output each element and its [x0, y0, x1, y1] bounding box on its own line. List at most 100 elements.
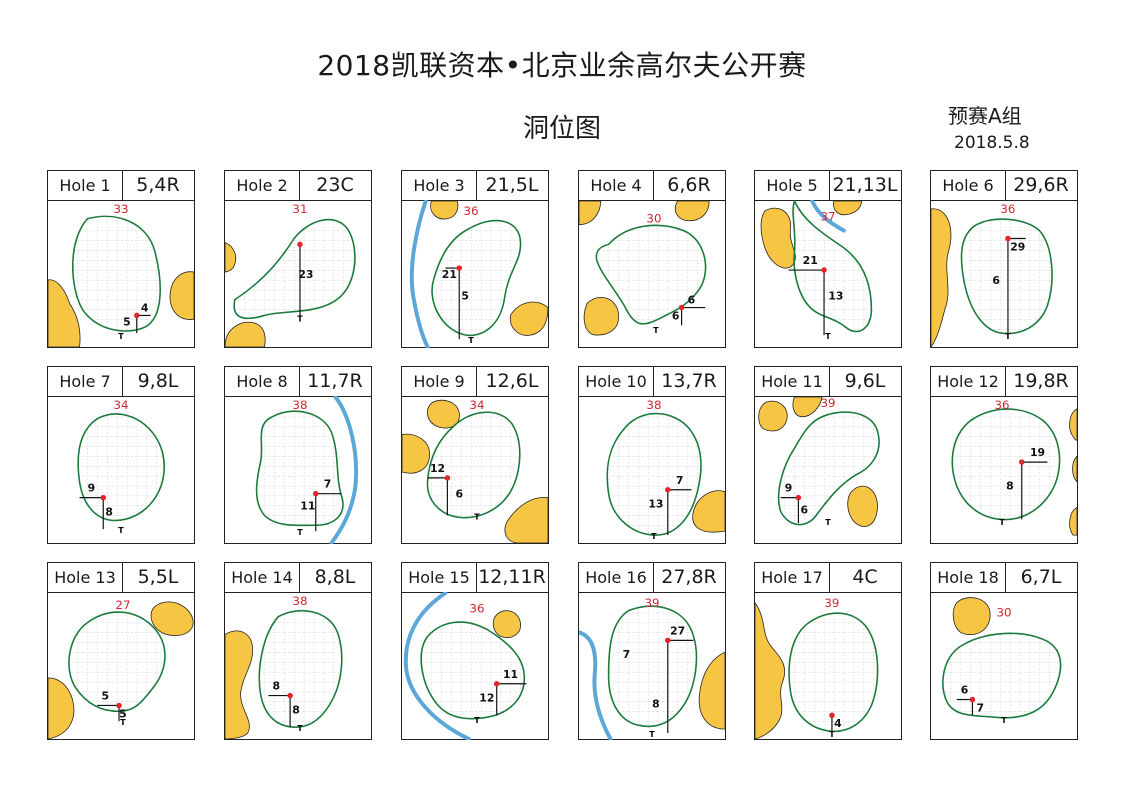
pin-distance: 6 — [992, 274, 1000, 287]
putting-green — [788, 612, 879, 733]
green-depth: 36 — [464, 204, 479, 218]
hole-header: Hole 8 11,7R — [225, 367, 371, 397]
pin-position: 29,6R — [1013, 174, 1069, 196]
putting-green — [606, 412, 702, 536]
tee-marker: T — [297, 314, 303, 323]
hole-header: Hole 6 29,6R — [931, 171, 1077, 201]
green-depth: 33 — [113, 202, 128, 216]
pin-distance: 23 — [298, 268, 313, 281]
green-diagram: T 38 13 7 — [606, 398, 725, 541]
tee-marker: T — [468, 336, 474, 345]
pin-distance: 27 — [670, 624, 685, 637]
hole-card: Hole 11 9,6L T 39 9 6 — [754, 366, 902, 544]
hole-card: Hole 6 29,6R T 36 29 6 — [930, 170, 1078, 348]
pin-distance: 8 — [1006, 480, 1014, 493]
tee-marker: T — [999, 518, 1005, 527]
hole-card: Hole 13 5,5L T 27 5 5 — [47, 562, 195, 740]
green-depth: 27 — [115, 598, 130, 612]
tee-marker: T — [474, 512, 480, 521]
hole-card: Hole 4 6,6R T 30 6 6 — [578, 170, 726, 348]
pin-distance: 5 — [461, 290, 469, 303]
tee-marker: T — [297, 724, 303, 733]
hole-header: Hole 1 5,4R — [48, 171, 194, 201]
bunker — [952, 597, 991, 636]
pin-distance: 8 — [292, 703, 300, 716]
hole-card: Hole 1 5,4R T 33 5 4 — [47, 170, 195, 348]
green-depth: 30 — [646, 212, 661, 226]
pin-distance: 8 — [273, 680, 281, 693]
pin-distance: 21 — [442, 268, 457, 281]
hole-header: Hole 7 9,8L — [48, 367, 194, 397]
pin-distance: 7 — [623, 648, 631, 661]
putting-green — [792, 200, 873, 333]
green-depth: 36 — [469, 602, 484, 616]
green-diagram: T 34 98 — [77, 398, 165, 535]
pin-marker — [665, 637, 671, 644]
green-diagram: T 36 29 6 — [931, 202, 1053, 348]
pin-marker — [312, 490, 319, 497]
green-diagram: T 36 12 11 — [403, 592, 527, 740]
date-label: 2018.5.8 — [954, 133, 1030, 153]
water-hazard — [329, 396, 358, 544]
putting-green — [233, 218, 356, 320]
hole-number: Hole 12 — [931, 367, 1006, 396]
tee-marker: T — [829, 730, 835, 739]
pin-marker — [287, 692, 293, 699]
pin-marker — [456, 265, 462, 271]
hole-header: Hole 2 23C — [225, 171, 371, 201]
green-depth: 36 — [1000, 202, 1015, 216]
pin-marker — [116, 702, 122, 709]
hole-header: Hole 17 4C — [755, 563, 901, 593]
water-hazard — [409, 200, 430, 348]
pin-marker — [969, 696, 976, 703]
tee-marker: T — [825, 332, 831, 341]
bunker — [833, 200, 862, 216]
hole-number: Hole 9 — [402, 367, 477, 396]
putting-green — [420, 621, 526, 720]
green-depth: 36 — [994, 398, 1009, 412]
hole-card: Hole 3 21,5L T 36 21 5 — [401, 170, 549, 348]
pin-distance: 9 — [785, 482, 793, 495]
bunker — [48, 677, 75, 740]
pin-distance: 29 — [1010, 240, 1025, 253]
pin-distance: 8 — [105, 505, 113, 518]
green-depth: 30 — [996, 606, 1011, 620]
hole-number: Hole 4 — [579, 171, 654, 200]
hole-header: Hole 14 8,8L — [225, 563, 371, 593]
green-diagram: T 30 67 — [942, 597, 1062, 725]
pin-marker — [100, 494, 107, 501]
bunker — [760, 207, 796, 269]
green-depth: 31 — [292, 202, 307, 216]
bunker — [579, 200, 602, 226]
pin-distance: 12 — [479, 692, 494, 705]
hole-header: Hole 15 12,11R — [402, 563, 548, 593]
hole-number: Hole 18 — [931, 563, 1006, 592]
pin-position: 9,8L — [137, 370, 179, 392]
green-depth: 39 — [824, 596, 839, 610]
putting-green — [258, 609, 343, 728]
water-hazard — [403, 592, 472, 740]
pin-marker — [1018, 459, 1025, 465]
hole-number: Hole 14 — [225, 563, 300, 592]
hole-card: Hole 12 19,8R T 36 19 8 — [930, 366, 1078, 544]
bunker — [698, 651, 725, 730]
putting-green — [431, 219, 522, 337]
putting-green — [951, 408, 1061, 521]
putting-green — [607, 605, 698, 728]
pin-position: 6,6R — [667, 174, 711, 196]
tee-marker: T — [120, 718, 126, 727]
hole-card: Hole 18 6,7L T 30 6 7 — [930, 562, 1078, 740]
bunker — [150, 601, 194, 636]
pin-position: 8,8L — [314, 566, 356, 588]
green-diagram: T 36 19 8 — [951, 398, 1077, 536]
pin-distance: 8 — [652, 697, 660, 710]
hole-header: Hole 11 9,6L — [755, 367, 901, 397]
bunker — [792, 396, 823, 418]
bunker — [847, 485, 878, 527]
pin-distance: 6 — [961, 684, 969, 697]
pin-distance: 7 — [977, 701, 985, 714]
putting-green — [777, 411, 880, 526]
green-diagram: T 38 11 7 — [255, 396, 358, 544]
tee-marker: T — [1005, 332, 1011, 341]
pin-position: 13,7R — [661, 370, 717, 392]
